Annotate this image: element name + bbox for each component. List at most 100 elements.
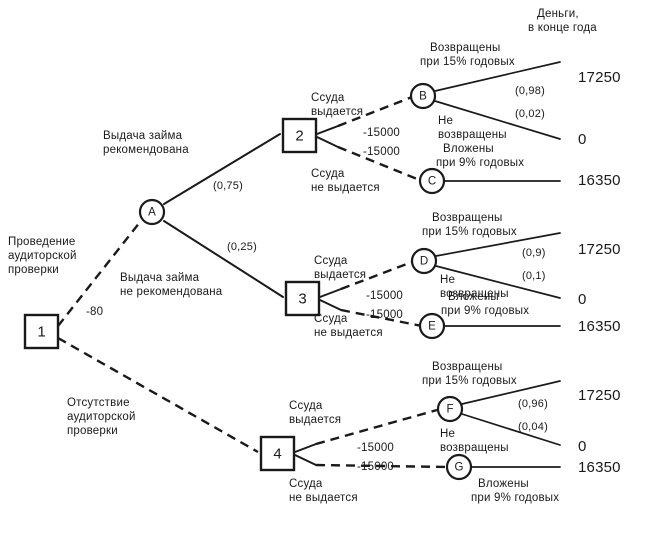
- outcome-value: 17250: [578, 387, 621, 404]
- f-not-returned-line1: Не: [440, 428, 456, 440]
- recommend-no-label-line2: не рекомендована: [120, 286, 223, 298]
- audit-no-label-line2: аудиторской: [67, 411, 136, 423]
- node-C-label: C: [428, 176, 436, 188]
- node-A-circle[interactable]: [138, 198, 166, 226]
- edge-4-to-F: [315, 408, 438, 446]
- node-B-label: B: [419, 91, 427, 103]
- node-2-label: 2: [295, 128, 303, 145]
- edge-3-stub-lower: [319, 299, 342, 311]
- node-F-circle[interactable]: [436, 395, 464, 423]
- edge-2-to-B: [337, 95, 413, 128]
- node4-loan-cost-lower: -15000: [357, 461, 395, 473]
- node-4-label: 4: [273, 446, 281, 463]
- node-A-label: A: [148, 207, 156, 219]
- outcome-value: 0: [578, 131, 587, 148]
- node-D-label: D: [420, 256, 428, 268]
- node2-loan-cost-lower: -15000: [363, 146, 401, 158]
- recommend-no-label-line1: Выдача займа: [120, 272, 200, 284]
- edge-4-stub-lower: [294, 454, 317, 466]
- node4-loan-not-given-line2: не выдается: [289, 492, 358, 504]
- node-E-label: E: [428, 321, 436, 333]
- node-G-label: G: [455, 462, 464, 474]
- edge-2-to-C: [337, 145, 423, 183]
- b-returned-line1: Возвращены: [430, 42, 501, 54]
- d-returned-line2: при 15% годовых: [422, 226, 517, 238]
- node-1-square[interactable]: [23, 313, 60, 350]
- node-2-square[interactable]: [281, 117, 318, 154]
- node-4-square[interactable]: [259, 435, 296, 472]
- recommend-yes-label-line1: Выдача займа: [103, 130, 183, 142]
- edge-3-to-E: [340, 308, 423, 328]
- outcome-value: 16350: [578, 172, 621, 189]
- outcome-value: 17250: [578, 69, 621, 86]
- outcome-value: 0: [578, 438, 587, 455]
- f-returned-line1: Возвращены: [432, 361, 503, 373]
- d-returned-line1: Возвращены: [432, 212, 503, 224]
- f-returned-line2: при 15% годовых: [422, 375, 517, 387]
- node4-loan-given-line1: Ссуда: [289, 400, 323, 412]
- node3-loan-not-given-line1: Ссуда: [314, 313, 348, 325]
- edge-A-to-3: [163, 220, 284, 298]
- node-3-square[interactable]: [284, 280, 321, 317]
- node-1-label: 1: [37, 324, 45, 341]
- prob-b-returned: (0,98): [515, 85, 545, 97]
- prob-b-not-returned: (0,02): [515, 108, 545, 120]
- edge-F-not-returned: [461, 413, 561, 446]
- node4-loan-not-given-line1: Ссуда: [289, 478, 323, 490]
- node3-loan-cost-lower: -15000: [366, 309, 404, 321]
- node-B-circle[interactable]: [409, 82, 437, 110]
- edge-3-stub-upper: [319, 288, 342, 298]
- edge-F-returned: [461, 380, 561, 405]
- c-invested-line1: Вложены: [443, 143, 494, 155]
- edge-2-stub-upper: [316, 125, 339, 135]
- prob-f-not-returned: (0,04): [518, 421, 548, 433]
- node4-loan-given-line2: выдается: [289, 414, 342, 426]
- edge-4-stub-upper: [294, 443, 317, 453]
- node3-loan-not-given-line2: не выдается: [314, 327, 383, 339]
- edge-B-returned: [434, 61, 561, 92]
- prob-recommend-yes: (0,75): [213, 180, 243, 192]
- prob-f-returned: (0,96): [518, 398, 548, 410]
- edge-D-returned: [435, 232, 561, 257]
- node3-loan-given-line2: выдается: [314, 269, 367, 281]
- prob-recommend-no: (0,25): [227, 241, 257, 253]
- edge-4-to-G: [315, 463, 448, 469]
- b-returned-line2: при 15% годовых: [420, 56, 515, 68]
- edge-1-to-A: [57, 221, 141, 327]
- edge-1-to-4: [57, 336, 259, 454]
- node-E-circle[interactable]: [418, 312, 446, 340]
- g-invested-line1: Вложены: [478, 478, 529, 490]
- audit-no-label-line1: Отсутствие: [67, 397, 130, 409]
- node3-loan-cost-upper: -15000: [366, 290, 404, 302]
- audit-yes-label-line1: Проведение: [8, 236, 76, 248]
- node-D-circle[interactable]: [410, 247, 438, 275]
- edge-D-not-returned: [435, 265, 561, 299]
- c-invested-line2: при 9% годовых: [436, 157, 525, 169]
- node-G-circle[interactable]: [445, 453, 473, 481]
- node2-loan-cost-upper: -15000: [363, 127, 401, 139]
- outcome-value: 16350: [578, 459, 621, 476]
- edge-A-to-2: [163, 133, 281, 205]
- outcome-value: 17250: [578, 241, 621, 258]
- node3-loan-given-line1: Ссуда: [314, 255, 348, 267]
- outcome-value: 0: [578, 291, 587, 308]
- edge-3-to-D: [340, 260, 413, 291]
- node-C-circle[interactable]: [418, 167, 446, 195]
- edge-B-not-returned: [434, 100, 561, 140]
- d-not-returned-line1: Не: [440, 274, 456, 286]
- node2-loan-given-line1: Ссуда: [311, 92, 345, 104]
- e-invested-line1: Вложены: [448, 291, 499, 303]
- outcome-value: 16350: [578, 318, 621, 335]
- audit-yes-label-line2: аудиторской: [8, 250, 77, 262]
- prob-d-not-returned: (0,1): [522, 270, 546, 282]
- node-F-label: F: [446, 404, 453, 416]
- g-invested-line2: при 9% годовых: [471, 492, 560, 504]
- d-not-returned-line2: возвращены: [440, 288, 509, 300]
- recommend-yes-label-line2: рекомендована: [103, 144, 189, 156]
- e-invested-line2: при 9% годовых: [441, 305, 530, 317]
- node2-loan-not-given-line1: Ссуда: [311, 168, 345, 180]
- audit-yes-label-line3: проверки: [8, 264, 59, 276]
- prob-d-returned: (0,9): [522, 247, 546, 259]
- edge-2-stub-lower: [316, 136, 339, 148]
